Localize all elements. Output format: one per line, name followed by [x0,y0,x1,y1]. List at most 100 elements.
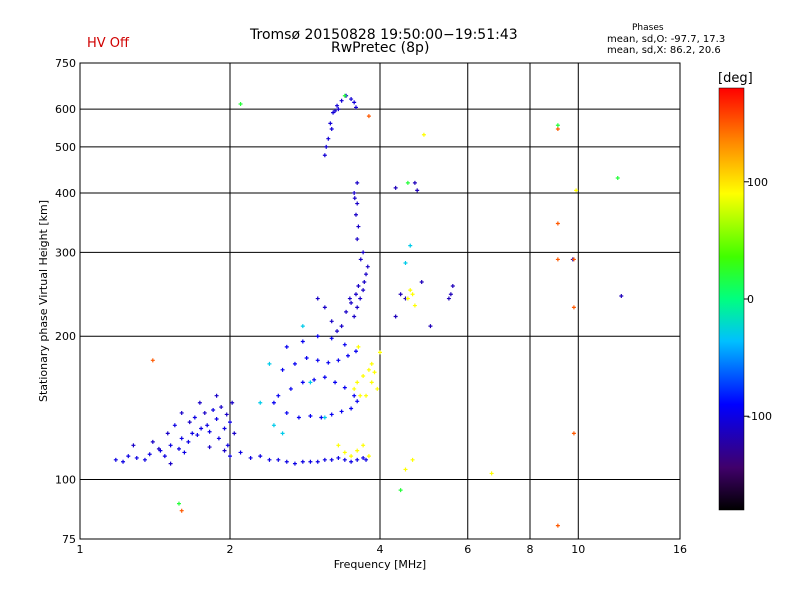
data-point [571,431,576,436]
colorbar-tick-label: -100 [747,410,772,423]
data-point [362,280,367,285]
data-point [353,212,358,217]
data-point [232,431,237,436]
stats-x-mode: mean, sd,X: 86.2, 20.6 [607,45,721,56]
data-points [113,93,624,528]
data-point [134,455,139,460]
data-point [361,443,366,448]
data-point [366,367,371,372]
data-point [356,344,361,349]
data-point [296,415,301,420]
data-point [342,385,347,390]
data-point [364,393,369,398]
data-point [555,123,560,128]
data-point [319,415,324,420]
data-point [372,370,377,375]
data-point [308,380,313,385]
data-point [195,433,200,438]
data-point [308,459,313,464]
data-point [228,420,232,425]
data-point [324,144,329,149]
data-point [403,467,408,472]
data-point [353,105,358,110]
phases-label: Phases [632,23,664,33]
hv-status: HV Off [87,36,129,51]
data-point [186,439,191,444]
data-point [304,356,309,361]
data-point [126,454,131,459]
data-point [342,457,347,462]
data-point [405,180,410,185]
data-point [333,108,338,113]
colorbar [718,87,745,511]
data-point [555,523,560,528]
data-point [355,180,360,185]
data-point [489,471,494,476]
data-point [369,380,374,385]
data-point [366,114,371,119]
data-point [356,284,361,289]
data-point [162,454,167,459]
data-point [378,350,382,355]
data-point [179,508,184,513]
data-point [267,457,272,462]
data-point [361,374,366,379]
data-point [187,420,192,425]
data-point [329,336,334,341]
data-point [315,334,320,339]
data-point [339,98,344,103]
data-point [300,324,305,329]
colorbar-tick-label: 100 [747,176,768,189]
grid-lines [80,63,680,539]
data-point [415,188,420,193]
data-point [336,455,341,460]
data-point [353,292,358,297]
y-tick-label: 100 [55,474,76,487]
data-point [131,443,136,448]
data-point [142,457,147,462]
data-point [176,501,181,506]
data-point [352,386,357,391]
data-point [336,443,341,448]
data-point [326,360,331,365]
data-point [555,257,560,262]
data-point [355,399,360,404]
data-point [300,339,305,344]
data-point [446,296,451,301]
data-point [179,436,184,441]
data-point [398,292,403,297]
axis-ticks: 1 2 4 6 8 10 16 75 100 200 300 400 500 600 750 [55,57,687,556]
colorbar-ticks: 100 0 -100 [744,176,772,423]
data-point [619,293,624,298]
data-point [335,103,340,108]
data-point [364,457,369,462]
data-point [322,375,327,380]
data-point [214,417,219,422]
data-point [403,261,408,266]
data-point [408,243,413,248]
data-point [199,426,204,431]
data-point [347,296,352,301]
data-point [147,452,152,457]
chart-title-line1: Tromsø 20150828 19:50:00−19:51:43 [250,27,518,43]
data-point [300,459,305,464]
data-point [412,303,417,308]
data-point [207,445,212,450]
data-point [219,405,224,410]
data-point [267,361,272,366]
data-point [405,296,410,301]
data-point [276,393,281,398]
data-point [150,358,155,363]
data-point [419,280,424,285]
stats-o-mode: mean, sd,O: -97.7, 17.3 [607,34,726,45]
x-tick-label: 2 [227,543,234,556]
data-point [288,386,293,391]
data-point [284,344,289,349]
data-point [342,342,347,347]
data-point [336,107,341,112]
data-point [355,448,360,453]
y-axis-label: Stationary phase Virtual Height [km] [37,200,50,402]
data-point [202,410,207,415]
data-point [315,296,320,301]
data-point [205,423,210,428]
